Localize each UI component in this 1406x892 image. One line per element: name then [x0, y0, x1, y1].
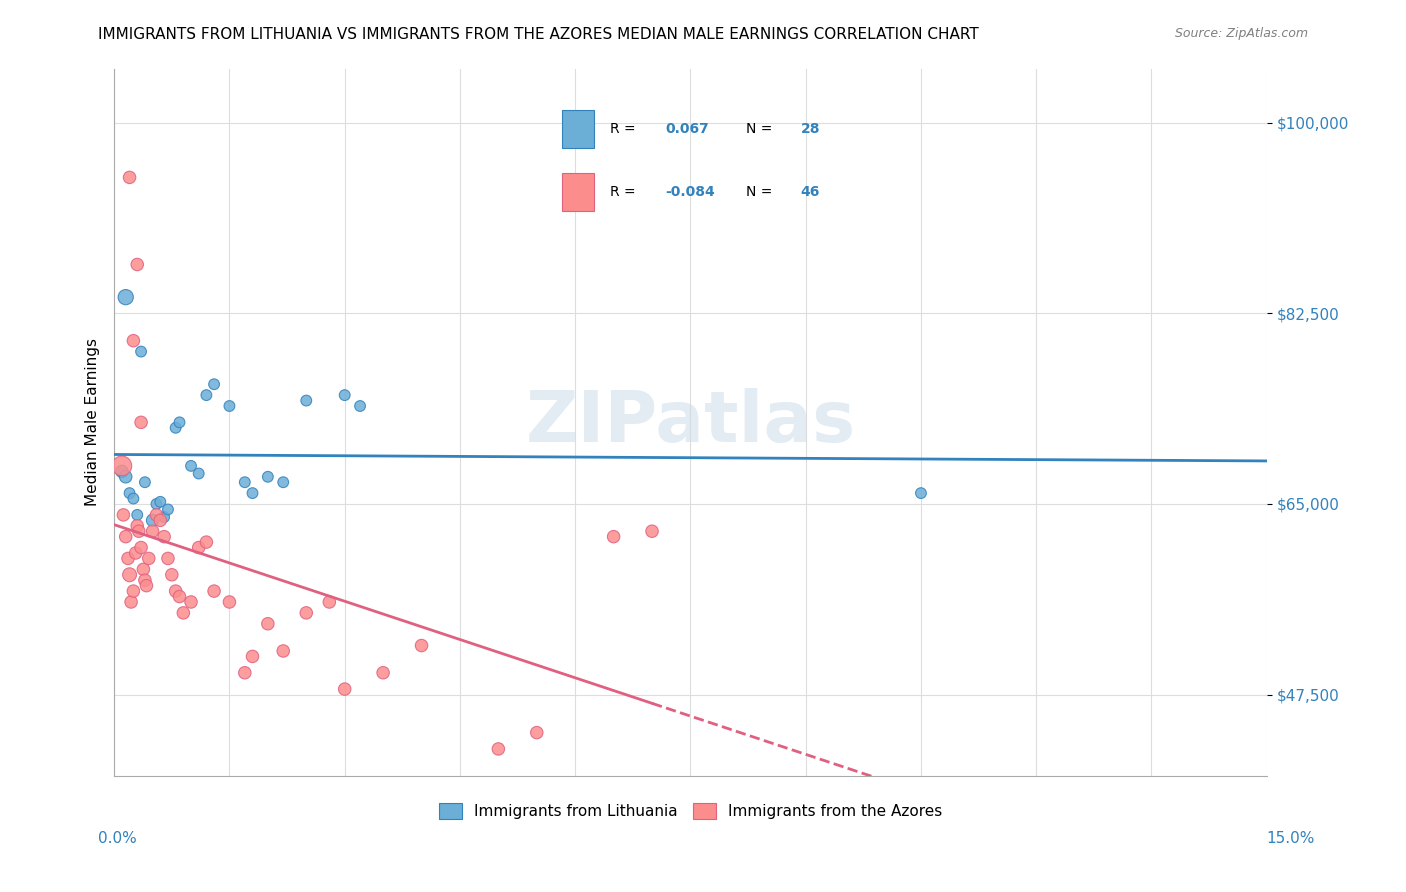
Point	[142, 513, 165, 527]
Point	[641, 524, 664, 539]
Point	[122, 334, 145, 348]
Point	[145, 508, 167, 522]
Point	[135, 579, 157, 593]
Point	[138, 551, 160, 566]
Point	[202, 584, 225, 599]
Point	[349, 399, 371, 413]
Point	[187, 541, 209, 555]
Point	[129, 344, 152, 359]
Point	[180, 595, 202, 609]
Point	[128, 524, 150, 539]
Point	[114, 530, 136, 544]
Point	[295, 393, 318, 408]
Point	[526, 725, 548, 739]
Point	[117, 551, 139, 566]
Text: 0.0%: 0.0%	[98, 831, 138, 846]
Point	[411, 639, 433, 653]
Point	[132, 562, 155, 576]
Text: IMMIGRANTS FROM LITHUANIA VS IMMIGRANTS FROM THE AZORES MEDIAN MALE EARNINGS COR: IMMIGRANTS FROM LITHUANIA VS IMMIGRANTS …	[98, 27, 979, 42]
Point	[156, 551, 179, 566]
Point	[187, 467, 209, 481]
Point	[371, 665, 394, 680]
Point	[127, 258, 149, 272]
Point	[156, 502, 179, 516]
Point	[160, 567, 183, 582]
Point	[145, 497, 167, 511]
Point	[165, 584, 187, 599]
Point	[233, 475, 256, 490]
Point	[125, 546, 148, 560]
Point	[271, 644, 294, 658]
Point	[242, 486, 264, 500]
Point	[112, 508, 135, 522]
Point	[127, 508, 149, 522]
Point	[129, 541, 152, 555]
Point	[333, 682, 356, 697]
Point	[153, 510, 176, 524]
Point	[202, 377, 225, 392]
Point	[602, 530, 624, 544]
Point	[122, 584, 145, 599]
Point	[257, 616, 280, 631]
Point	[218, 595, 240, 609]
Point	[120, 595, 142, 609]
Point	[153, 530, 176, 544]
Point	[149, 495, 172, 509]
Point	[233, 665, 256, 680]
Point	[114, 290, 136, 304]
Point	[318, 595, 340, 609]
Point	[195, 388, 218, 402]
Point	[257, 470, 280, 484]
Text: ZIPatlas: ZIPatlas	[526, 388, 855, 457]
Text: Source: ZipAtlas.com: Source: ZipAtlas.com	[1174, 27, 1308, 40]
Point	[134, 475, 156, 490]
Point	[910, 486, 932, 500]
Point	[271, 475, 294, 490]
Point	[111, 464, 134, 478]
Point	[134, 573, 156, 587]
Point	[118, 486, 141, 500]
Point	[169, 415, 191, 429]
Point	[242, 649, 264, 664]
Point	[486, 742, 509, 756]
Point	[295, 606, 318, 620]
Point	[129, 415, 152, 429]
Y-axis label: Median Male Earnings: Median Male Earnings	[86, 338, 100, 507]
Point	[333, 388, 356, 402]
Point	[118, 567, 141, 582]
Point	[114, 470, 136, 484]
Point	[169, 590, 191, 604]
Point	[180, 458, 202, 473]
Point	[111, 458, 134, 473]
Point	[118, 170, 141, 185]
Point	[218, 399, 240, 413]
Point	[165, 421, 187, 435]
Text: 15.0%: 15.0%	[1267, 831, 1315, 846]
Point	[149, 513, 172, 527]
Point	[142, 524, 165, 539]
Point	[195, 535, 218, 549]
Legend: Immigrants from Lithuania, Immigrants from the Azores: Immigrants from Lithuania, Immigrants fr…	[433, 797, 948, 825]
Point	[122, 491, 145, 506]
Point	[127, 518, 149, 533]
Point	[172, 606, 194, 620]
